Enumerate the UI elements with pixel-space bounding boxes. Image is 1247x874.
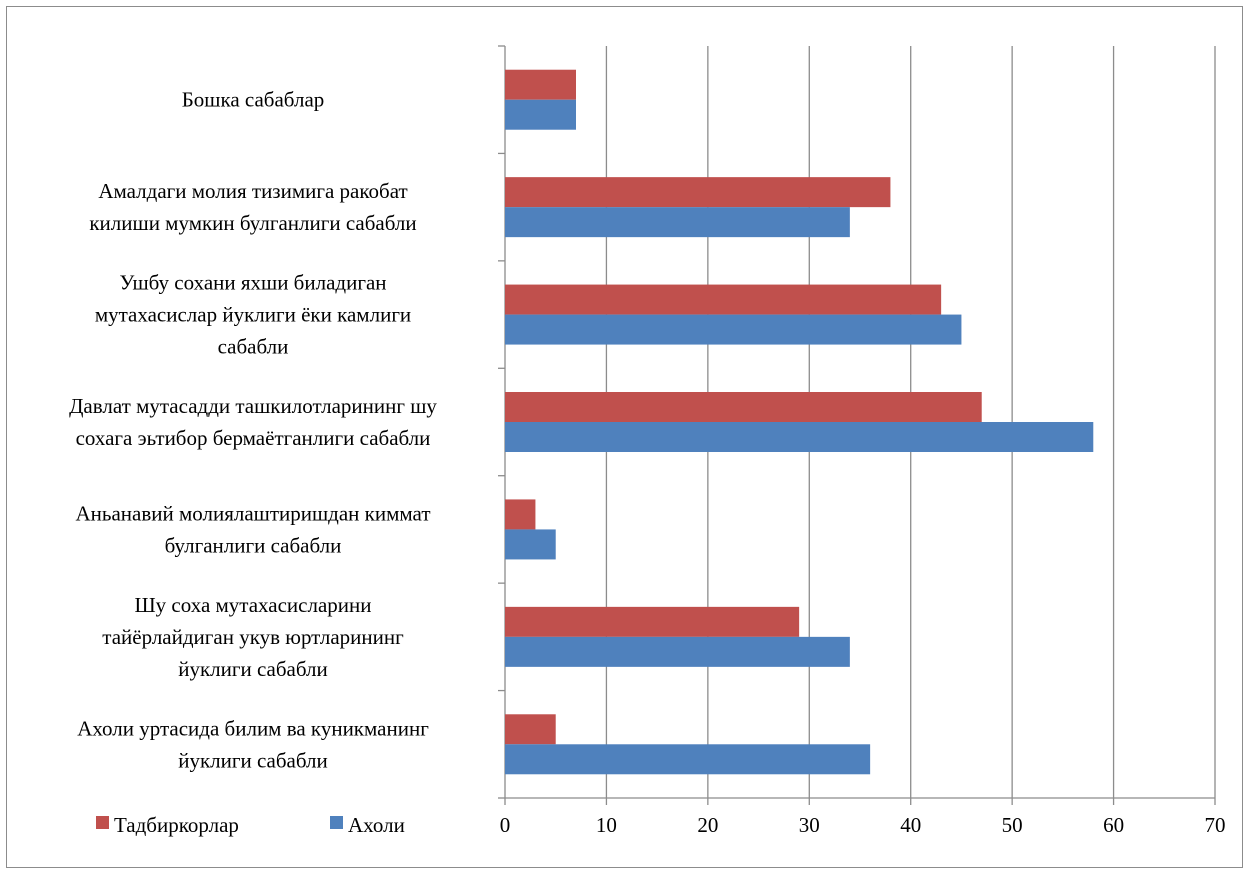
- category-label-1: Амалдаги молия тизимига ракобат килиши му…: [89, 179, 416, 235]
- bar-aholi-5: [505, 636, 850, 667]
- category-label-line: мутахасислар йуклиги ёки камлиги: [95, 303, 411, 327]
- x-tick-label-10: 10: [596, 813, 617, 837]
- x-tick-label-50: 50: [1002, 813, 1023, 837]
- category-label-line: тайёрлайдиган укув юртларининг: [102, 625, 404, 649]
- category-label-line: килиши мумкин булганлиги сабабли: [89, 211, 416, 235]
- bar-tadbirkorlar-5: [505, 606, 800, 637]
- category-label-line: Бошка сабаблар: [182, 88, 325, 112]
- category-label-line: йуклиги сабабли: [178, 657, 328, 681]
- legend-swatch-0: [96, 816, 109, 829]
- bar-tadbirkorlar-3: [505, 392, 982, 422]
- legend-swatch-1: [330, 816, 343, 829]
- category-label-line: сохага эьтибор бермаётганлиги сабабли: [76, 426, 431, 450]
- category-label-5: Шу соха мутахасисларини тайёрлайдиган уку…: [102, 593, 404, 681]
- category-label-line: Ахоли уртасида билим ва куникманинг: [77, 716, 429, 740]
- bar-tadbirkorlar-1: [505, 177, 891, 208]
- legend-label-1: Ахоли: [348, 813, 405, 837]
- category-label-line: Амалдаги молия тизимига ракобат: [98, 179, 407, 203]
- bar-aholi-0: [505, 99, 576, 130]
- category-label-3: Давлат мутасадди ташкилотларининг шу соха…: [69, 394, 437, 450]
- bar-tadbirkorlar-2: [505, 284, 942, 315]
- x-tick-label-60: 60: [1103, 813, 1124, 837]
- category-label-line: сабабли: [218, 335, 289, 359]
- x-tick-label-20: 20: [697, 813, 718, 837]
- x-tick-label-40: 40: [900, 813, 921, 837]
- bar-aholi-2: [505, 314, 962, 345]
- bar-aholi-4: [505, 529, 556, 560]
- category-label-line: Ушбу сохани яхши биладиган: [119, 271, 386, 295]
- x-tick-label-30: 30: [799, 813, 820, 837]
- category-label-line: булганлиги сабабли: [165, 533, 342, 557]
- bar-tadbirkorlar-6: [505, 714, 556, 745]
- legend-label-0: Тадбиркорлар: [114, 813, 239, 837]
- category-label-line: йуклиги сабабли: [178, 748, 328, 772]
- bar-aholi-6: [505, 744, 871, 775]
- category-label-6: Ахоли уртасида билим ва куникманинг йукли…: [77, 716, 429, 772]
- x-tick-label-0: 0: [500, 813, 511, 837]
- category-label-4: Аньанавий молиялаштиришдан киммат булганл…: [75, 501, 430, 557]
- category-label-2: Ушбу сохани яхши биладиган мутахасислар й…: [95, 271, 411, 359]
- bar-aholi-3: [505, 422, 1094, 452]
- category-label-line: Шу соха мутахасисларини: [134, 593, 371, 617]
- bar-aholi-1: [505, 207, 850, 238]
- category-label-line: Давлат мутасадди ташкилотларининг шу: [69, 394, 437, 418]
- x-tick-label-70: 70: [1205, 813, 1226, 837]
- bar-tadbirkorlar-0: [505, 69, 576, 100]
- category-label-0: Бошка сабаблар: [182, 88, 325, 112]
- category-label-line: Аньанавий молиялаштиришдан киммат: [75, 501, 430, 525]
- bar-tadbirkorlar-4: [505, 499, 536, 530]
